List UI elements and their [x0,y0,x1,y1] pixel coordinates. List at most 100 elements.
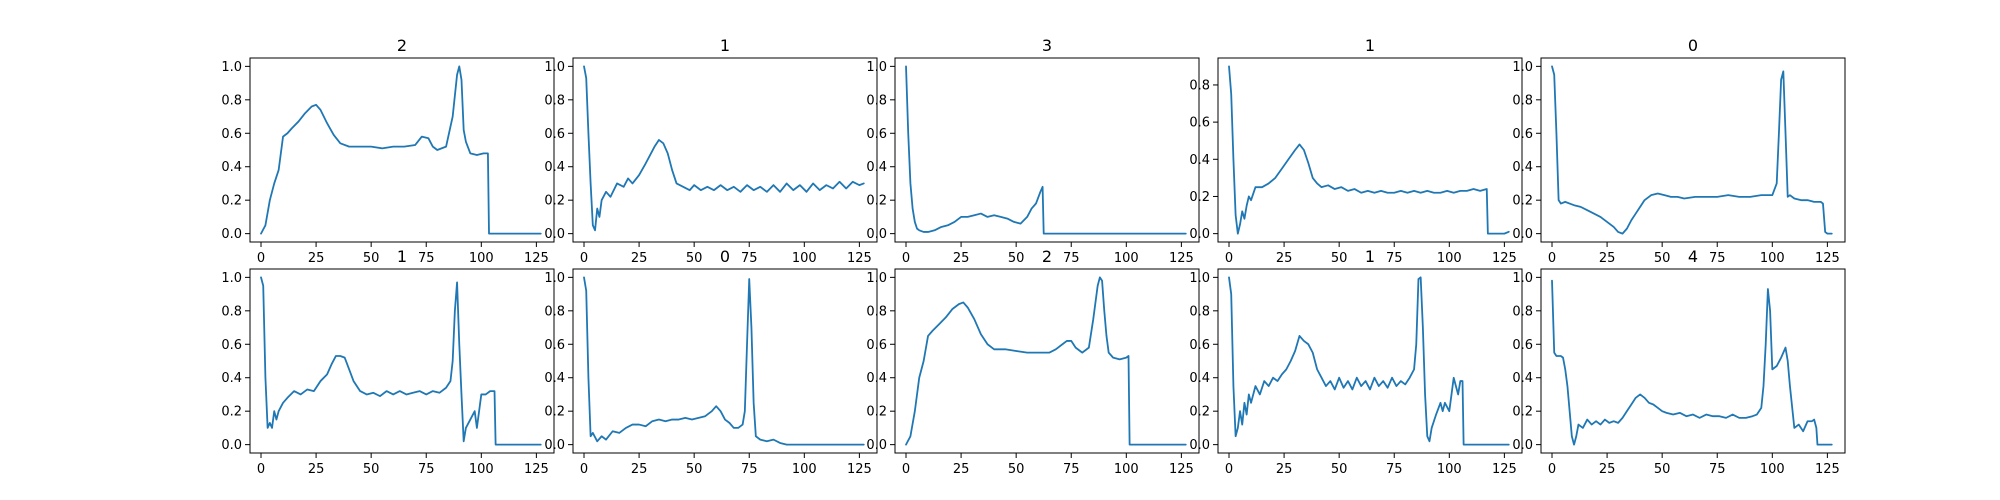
y-tick-label: 0.8 [1189,78,1210,93]
y-tick-label: 0.0 [1512,227,1533,242]
series-line [905,276,1187,446]
x-tick-label: 125 [524,462,549,477]
y-tick-label: 0.2 [221,405,242,420]
y-tick-label: 0.6 [221,338,242,353]
y-tick-label: 0.6 [1512,127,1533,142]
y-tick-label: 0.2 [866,405,887,420]
y-tick-label: 0.6 [866,127,887,142]
x-tick-label: 25 [953,462,970,477]
x-tick-label: 25 [1599,462,1616,477]
y-tick-label: 0.6 [221,127,242,142]
plot-frame [1540,268,1846,454]
x-tick-label: 100 [1114,462,1139,477]
chart-panel-4: 1 0 25 50 75 100 125 0.0 0.2 0.4 0.6 0.8 [1189,36,1523,266]
series-line [583,65,865,232]
y-tick-label: 0.8 [1512,93,1533,108]
x-tick-label: 125 [1169,251,1194,266]
y-tick-label: 0.0 [1189,438,1210,453]
plot-frame [249,57,555,243]
y-tick-label: 0.0 [1512,438,1533,453]
chart-panel-5: 0 0 25 50 75 100 125 0.0 0.2 0.4 0.6 0.8 1.0 [1512,36,1846,266]
series-line [583,276,865,446]
y-tick-label: 0.8 [1189,304,1210,319]
x-tick-label: 75 [418,462,435,477]
y-tick-label: 0.0 [544,227,565,242]
y-tick-label: 0.8 [544,93,565,108]
y-tick-label: 0.4 [866,371,887,386]
y-tick-label: 0.2 [221,194,242,209]
y-tick-label: 0.0 [866,438,887,453]
y-tick-label: 1.0 [221,60,242,75]
plot-frame [1540,57,1846,243]
plot-frame [1217,268,1523,454]
x-tick-label: 100 [1437,251,1462,266]
y-tick-label: 0.4 [866,160,887,175]
panel-title: 2 [397,36,407,55]
y-tick-label: 0.6 [866,338,887,353]
y-tick-label: 0.8 [1512,304,1533,319]
y-tick-label: 0.6 [1512,338,1533,353]
y-tick-label: 0.8 [866,93,887,108]
x-tick-label: 0 [1548,462,1556,477]
x-tick-label: 25 [1276,462,1293,477]
y-tick-label: 1.0 [221,271,242,286]
x-tick-label: 75 [1709,251,1726,266]
y-tick-label: 0.4 [1512,160,1533,175]
x-tick-label: 0 [257,462,265,477]
x-tick-label: 75 [1386,462,1403,477]
y-tick-label: 0.0 [221,438,242,453]
y-tick-label: 0.6 [544,338,565,353]
y-tick-label: 0.8 [544,304,565,319]
x-tick-label: 25 [631,251,648,266]
series-line [905,65,1187,235]
series-line [1228,276,1510,446]
panel-title: 3 [1042,36,1052,55]
y-tick-label: 0.8 [221,93,242,108]
x-tick-label: 100 [1114,251,1139,266]
panel-title: 2 [1042,247,1052,266]
x-tick-label: 50 [1008,462,1025,477]
y-tick-label: 0.0 [221,227,242,242]
x-tick-label: 100 [1437,462,1462,477]
x-tick-label: 0 [902,251,910,266]
x-tick-label: 25 [308,251,325,266]
x-tick-label: 125 [524,251,549,266]
x-tick-label: 100 [792,251,817,266]
x-tick-label: 50 [1331,251,1348,266]
x-tick-label: 100 [1760,462,1785,477]
series-line [1551,279,1833,446]
x-tick-label: 75 [741,251,758,266]
panel-title: 1 [1365,36,1375,55]
y-tick-label: 0.4 [221,371,242,386]
plot-frame [572,57,878,243]
series-line [260,276,542,446]
x-tick-label: 25 [1276,251,1293,266]
y-tick-label: 0.2 [544,194,565,209]
y-tick-label: 1.0 [544,271,565,286]
x-tick-label: 100 [792,462,817,477]
y-tick-label: 1.0 [1512,60,1533,75]
x-tick-label: 0 [1225,462,1233,477]
y-tick-label: 0.4 [544,371,565,386]
y-tick-label: 0.0 [866,227,887,242]
x-tick-label: 125 [1492,462,1517,477]
y-tick-label: 1.0 [544,60,565,75]
x-tick-label: 0 [580,462,588,477]
x-tick-label: 75 [1063,251,1080,266]
y-tick-label: 0.6 [1189,116,1210,131]
x-tick-label: 25 [631,462,648,477]
x-tick-label: 75 [1709,462,1726,477]
y-tick-label: 0.4 [221,160,242,175]
panel-title: 1 [1365,247,1375,266]
chart-panel-6: 1 0 25 50 75 100 125 0.0 0.2 0.4 0.6 0.8 1.0 [221,247,555,477]
y-tick-label: 0.2 [1512,405,1533,420]
y-tick-label: 0.4 [1512,371,1533,386]
x-tick-label: 50 [686,251,703,266]
plot-frame [572,268,878,454]
x-tick-label: 125 [847,251,872,266]
y-tick-label: 0.8 [221,304,242,319]
x-tick-label: 75 [1386,251,1403,266]
x-tick-label: 100 [469,462,494,477]
x-tick-label: 50 [1654,251,1671,266]
chart-panel-10: 4 0 25 50 75 100 125 0.0 0.2 0.4 0.6 0.8 1.0 [1512,247,1846,477]
